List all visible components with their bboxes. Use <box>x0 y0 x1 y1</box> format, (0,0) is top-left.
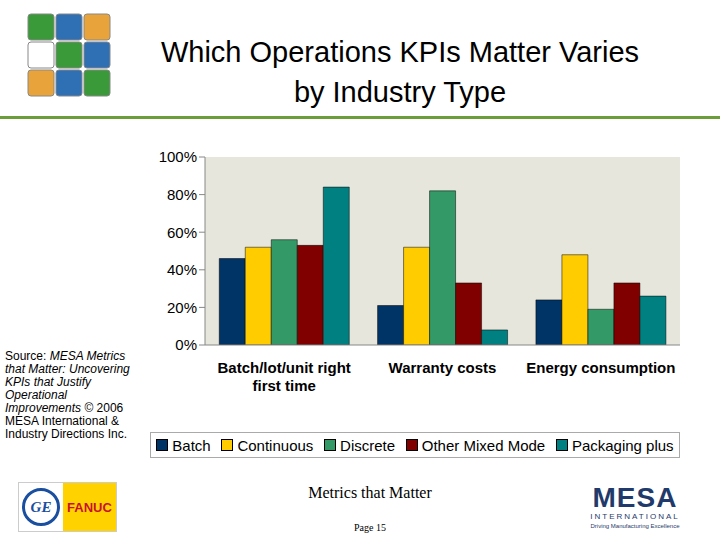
html-text:Batch: Batch <box>172 436 211 454</box>
svg-text:60%: 60% <box>167 224 197 241</box>
svg-text:0%: 0% <box>175 336 197 353</box>
svg-text:Warranty costs: Warranty costs <box>389 359 497 376</box>
html-text:Other Mixed Mode: Other Mixed Mode <box>421 436 546 454</box>
html-text:Continuous: Continuous <box>237 436 314 454</box>
html-text:Page 15: Page 15 <box>354 522 386 533</box>
svg-text:20%: 20% <box>167 299 197 316</box>
html-text:Which Operations KPIs Matter V: Which Operations KPIs Matter Varies by I… <box>160 36 640 108</box>
html-text:Packaging plus: Packaging plus <box>571 436 674 454</box>
svg-text:40%: 40% <box>167 261 197 278</box>
html-text:Metrics that Matter: Metrics that Matter <box>308 484 432 501</box>
svg-text:Energy consumption: Energy consumption <box>526 359 675 376</box>
html-text:FANUC: FANUC <box>67 499 112 515</box>
html-text:Discrete: Discrete <box>340 436 396 454</box>
html-text:GE: GE <box>30 498 52 515</box>
html-text:Source: MESA Metrics that Matt: Source: MESA Metrics that Matter: Uncove… <box>5 349 130 441</box>
html-text:INTERNATIONAL: INTERNATIONAL <box>590 512 680 521</box>
svg-text:100%: 100% <box>159 148 197 165</box>
html-text:Driving Manufacturing Excellen: Driving Manufacturing Excellence <box>590 523 680 529</box>
svg-text:Batch/lot/unit rightfirst time: Batch/lot/unit rightfirst time <box>218 359 351 394</box>
html-text:MESA: MESA <box>592 482 678 513</box>
svg-text:80%: 80% <box>167 186 197 203</box>
